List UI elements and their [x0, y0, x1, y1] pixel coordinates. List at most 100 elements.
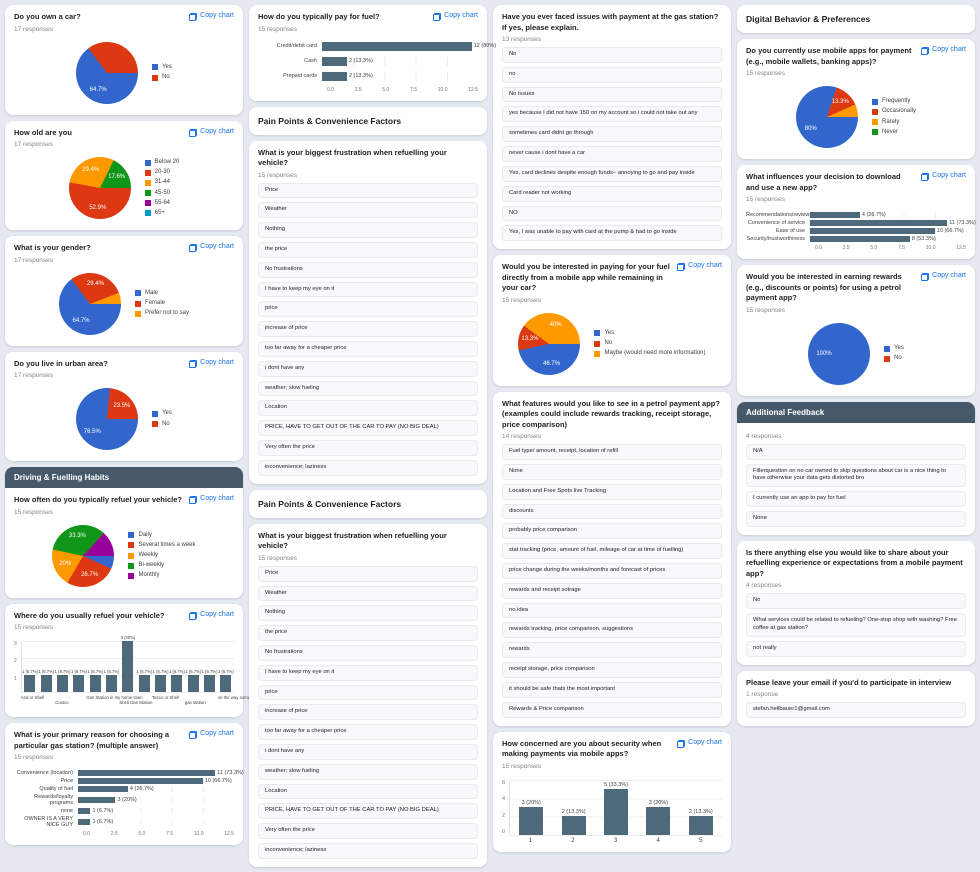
axis-label: 4	[656, 837, 660, 844]
answer-item: too far away for a cheaper price	[258, 724, 478, 740]
legend-item: Weekly	[128, 552, 195, 559]
question-header: Would you be interested in earning rewar…	[746, 272, 966, 314]
copy-chart-button[interactable]: Copy chart	[921, 172, 966, 203]
legend-swatch	[152, 410, 159, 417]
bar-fill: 5 (33.3%)	[604, 782, 629, 835]
column: How do you typically pay for fuel? 15 res…	[249, 5, 496, 867]
bar-cell: 1 (6.7%)	[38, 641, 54, 692]
pie-slice-label: 29.4%	[82, 167, 100, 174]
copy-chart-button[interactable]: Copy chart	[189, 359, 234, 380]
copy-chart-button[interactable]: Copy chart	[677, 739, 722, 770]
pie-legend: Yes No	[152, 410, 172, 428]
axis-tick: 6	[502, 779, 506, 786]
copy-chart-button[interactable]: Copy chart	[189, 611, 234, 632]
bar-fill	[78, 778, 203, 785]
response-count: 14 responses	[502, 433, 542, 441]
pie-chart-area: 64.7% Yes No	[14, 41, 234, 104]
copy-chart-label: Copy chart	[444, 12, 478, 19]
answer-item: probably price comparison	[502, 523, 722, 540]
hbar-row: Rewards/loyalty programs 3 (20%)	[14, 794, 234, 806]
legend-label: Several times a week	[138, 541, 196, 548]
legend-item: 45-50	[144, 190, 180, 197]
response-count: 17 responses	[14, 372, 54, 379]
copy-chart-button[interactable]: Copy chart	[921, 272, 966, 314]
answer-item: None	[502, 463, 722, 480]
answer-item: price	[258, 684, 478, 701]
question-header: Do you live in urban area? 17 responses Co…	[14, 359, 234, 380]
question-card: How often do you typically refuel your v…	[5, 488, 243, 598]
copy-chart-button[interactable]: Copy chart	[189, 730, 234, 761]
axis-tick: 2	[14, 658, 17, 665]
response-count: 15 responses	[258, 554, 298, 562]
legend-item: No	[152, 74, 172, 81]
pie-slice-label: 13.3%	[831, 99, 849, 106]
copy-chart-button[interactable]: Copy chart	[189, 12, 234, 33]
legend-item: Occasionally	[871, 108, 916, 115]
legend-swatch	[152, 421, 159, 428]
copy-chart-label: Copy chart	[200, 127, 234, 135]
answer-item: Location	[258, 783, 478, 800]
copy-chart-button[interactable]: Copy chart	[921, 46, 966, 77]
legend-item: Yes	[152, 410, 172, 417]
question-title: Where do you usually refuel your vehicle…	[14, 610, 165, 620]
pie-legend: Yes No	[152, 64, 172, 81]
pie-slice-label: 46.7%	[543, 360, 561, 367]
copy-chart-button[interactable]: Copy chart	[189, 495, 234, 516]
answer-item: Nothing	[258, 605, 478, 622]
bar-fill: 1 (6.7%)	[136, 669, 152, 692]
bar-fill	[810, 236, 910, 243]
bar-fill	[78, 797, 116, 804]
response-count: 15 responses	[746, 306, 786, 314]
bar-fill: 1 (6.7%)	[55, 669, 71, 692]
answer-item: price	[258, 301, 478, 318]
pie-chart-area: 26.7% 20% 33.3% Daily Several times a week We…	[14, 524, 234, 587]
axis-tick: 2	[502, 812, 506, 819]
legend-swatch	[871, 119, 878, 126]
copy-chart-button[interactable]: Copy chart	[189, 128, 234, 149]
axis-label: Tesco or Shell	[152, 695, 180, 700]
question-title: How concerned are you about security whe…	[502, 738, 662, 759]
legend-item: Yes	[152, 64, 172, 71]
bar-fill: 2 (13.3%)	[688, 809, 713, 835]
bar-value: 3 (20%)	[117, 797, 137, 804]
bar-value: 1 (6.7%)	[103, 669, 120, 675]
question-header-text: Would you be interested in paying for yo…	[502, 262, 671, 304]
legend-label: Male	[144, 289, 158, 296]
question-title: What is your gender?	[14, 243, 91, 252]
question-header: Would you be interested in paying for yo…	[502, 262, 722, 304]
pie-slice-label: 80%	[804, 125, 817, 132]
bar-fill: 1 (6.7%)	[218, 669, 234, 692]
response-count: 17 responses	[14, 256, 54, 264]
copy-chart-button[interactable]: Copy chart	[189, 243, 234, 264]
question-card: What is your primary reason for choosing…	[5, 723, 244, 846]
question-card: Is there anything else you would like to…	[737, 540, 975, 665]
plot-area: 3 (20%) 2 (13.3%) 5 (33.3%) 3 (20%) 2 (13.3%…	[509, 779, 722, 836]
legend-swatch	[884, 355, 891, 362]
question-header: How often do you typically refuel your v…	[14, 495, 234, 516]
answer-item: I have to keep my eye on it	[258, 664, 478, 681]
question-card: Do you currently use mobile apps for pay…	[737, 39, 975, 159]
question-header-text: Would you be interested in earning rewar…	[746, 272, 915, 314]
pie-chart-area: 64.7% 29.4% Male Female Prefer not to say	[14, 272, 234, 335]
legend-label: Occasionally	[881, 108, 916, 115]
axis-tick: 1	[14, 675, 17, 682]
bar-cell: 1 (6.7%)	[152, 641, 168, 692]
answer-item: What services could be related to refuel…	[746, 613, 966, 637]
pie-legend: Below 20 20-30 31-44 45-50 55-64 65+	[144, 159, 180, 217]
axis-label	[103, 695, 119, 709]
question-header-text: What is your primary reason for choosing…	[14, 730, 183, 761]
copy-chart-button[interactable]: Copy chart	[433, 12, 478, 33]
bar-track: 11 (73.3%)	[78, 770, 244, 777]
bar-cell: 1 (6.7%)	[54, 641, 71, 692]
hbar-row: Price 10 (66.7%)	[14, 778, 234, 785]
question-header: How old are you 17 responses Copy chart	[14, 128, 234, 149]
copy-chart-button[interactable]: Copy chart	[677, 262, 722, 304]
response-count: 15 responses	[14, 754, 54, 761]
question-header: What influences your decision to downloa…	[746, 172, 966, 203]
bar-fill: 1 (6.7%)	[22, 669, 38, 692]
hbar-row: Security/trustworthiness 8 (53.3%)	[746, 236, 966, 243]
question-header-text: How do you typically pay for fuel? 15 res…	[258, 12, 427, 33]
question-title: Do you live in urban area?	[14, 358, 108, 368]
answer-item: Weather	[258, 585, 478, 602]
legend-item: Male	[134, 289, 189, 297]
